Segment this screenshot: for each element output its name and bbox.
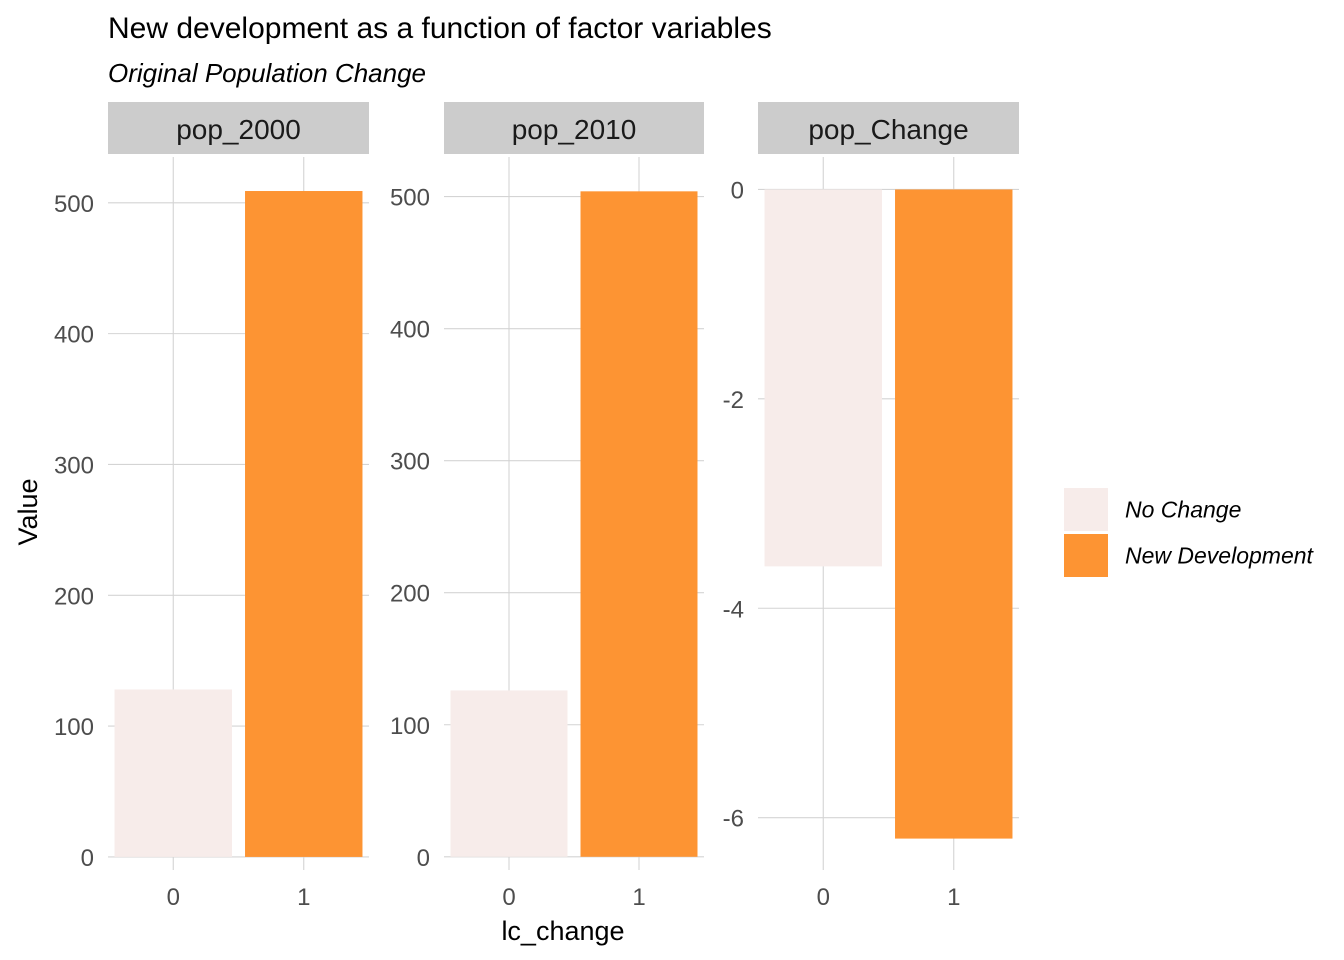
facet-pop_2010: pop_2010 0 100 200 300 400 500 0 1 <box>390 102 704 911</box>
facet-strip <box>108 102 369 154</box>
y-tick-label: 100 <box>390 713 430 740</box>
facet-strip <box>758 102 1019 154</box>
y-tick-label: -6 <box>723 806 744 833</box>
y-tick-label: 0 <box>417 845 430 872</box>
bar-pop_Change-0 <box>764 189 882 567</box>
y-axis-title: Value <box>13 478 43 545</box>
y-tick-label: 0 <box>731 177 744 204</box>
x-tick-label: 1 <box>297 884 310 911</box>
facet-strip-label: pop_Change <box>808 114 968 145</box>
y-tick-label: 300 <box>54 452 94 479</box>
bar-pop_Change-1 <box>895 189 1013 839</box>
x-axis-title: lc_change <box>501 916 624 946</box>
y-tick-label: -2 <box>723 387 744 414</box>
legend-label: No Change <box>1125 497 1241 523</box>
y-tick-label: 300 <box>390 449 430 476</box>
chart-title: New development as a function of factor … <box>108 12 772 45</box>
y-tick-label: 500 <box>54 191 94 218</box>
y-tick-label: 0 <box>81 845 94 872</box>
x-tick-label: 1 <box>947 884 960 911</box>
y-tick-label: 200 <box>54 583 94 610</box>
x-tick-label: 0 <box>817 884 830 911</box>
y-tick-label: 100 <box>54 714 94 741</box>
legend-key <box>1064 534 1108 577</box>
y-tick-label: 500 <box>390 185 430 212</box>
bar-pop_2010-0 <box>450 690 568 857</box>
y-tick-label: 400 <box>390 317 430 344</box>
bar-pop_2000-0 <box>114 689 232 857</box>
x-tick-label: 0 <box>167 884 180 911</box>
y-tick-label: 400 <box>54 322 94 349</box>
bar-pop_2010-1 <box>580 191 698 857</box>
facet-strip-label: pop_2010 <box>512 114 637 145</box>
x-tick-label: 0 <box>502 884 515 911</box>
legend-key <box>1064 488 1108 531</box>
bar-pop_2000-1 <box>245 191 363 857</box>
y-tick-label: 200 <box>390 581 430 608</box>
x-tick-label: 1 <box>632 884 645 911</box>
facet-strip-label: pop_2000 <box>176 114 301 145</box>
facet-pop_Change: pop_Change 0 -2 -4 -6 0 1 <box>723 102 1019 911</box>
y-tick-label: -4 <box>723 596 744 623</box>
chart-subtitle: Original Population Change <box>108 58 426 88</box>
legend-label: New Development <box>1125 543 1315 569</box>
legend: No Change New Development <box>1064 488 1315 577</box>
facet-pop_2000: pop_2000 0 100 200 300 400 500 0 1 <box>54 102 369 911</box>
facet-strip <box>444 102 704 154</box>
